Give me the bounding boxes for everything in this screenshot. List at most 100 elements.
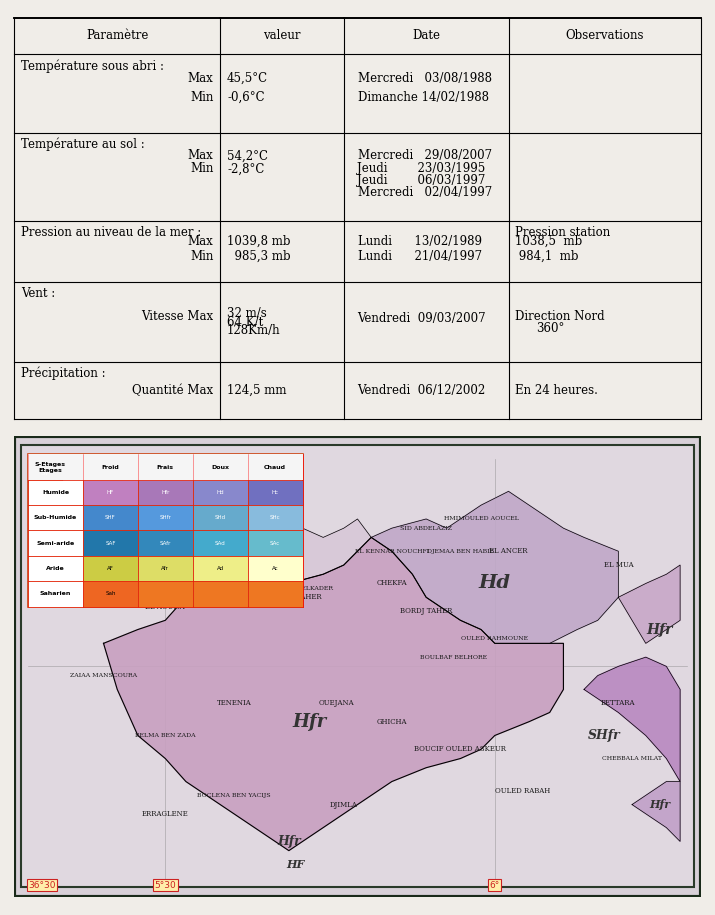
- Text: EMI ABDELKADER: EMI ABDELKADER: [272, 586, 333, 590]
- Text: Min: Min: [190, 250, 213, 263]
- Text: OULED RABAH: OULED RABAH: [495, 787, 550, 795]
- Text: Mercredi   02/04/1997: Mercredi 02/04/1997: [358, 186, 492, 199]
- Text: ZAIAA MANSCOURA: ZAIAA MANSCOURA: [70, 673, 137, 678]
- Text: Hfr: Hfr: [277, 834, 301, 848]
- Bar: [193, 531, 247, 555]
- Text: CHEBBALA MILAT: CHEBBALA MILAT: [602, 756, 662, 761]
- Text: Quantité Max: Quantité Max: [132, 383, 213, 397]
- Text: TENENIA: TENENIA: [217, 699, 252, 707]
- Text: 64 K/t: 64 K/t: [227, 316, 263, 328]
- Bar: [28, 531, 83, 555]
- Text: 985,3 mb: 985,3 mb: [227, 250, 291, 263]
- Text: Min: Min: [190, 162, 213, 176]
- Text: Hd: Hd: [479, 575, 511, 593]
- Text: Pression au niveau de la mer :: Pression au niveau de la mer :: [21, 226, 202, 239]
- Text: Hfr: Hfr: [646, 622, 673, 637]
- Text: SAF: SAF: [105, 541, 116, 545]
- Text: 37: 37: [41, 470, 49, 476]
- Text: ERRAGLENE: ERRAGLENE: [142, 810, 189, 818]
- Bar: [28, 455, 302, 479]
- Text: Direction Nord: Direction Nord: [516, 309, 605, 322]
- FancyBboxPatch shape: [21, 446, 694, 888]
- Text: HF: HF: [287, 859, 305, 870]
- Text: 32 m/s: 32 m/s: [227, 307, 267, 319]
- Text: 36°30: 36°30: [28, 880, 56, 889]
- FancyBboxPatch shape: [14, 436, 701, 897]
- Bar: [138, 531, 193, 555]
- Text: Sah: Sah: [105, 591, 116, 597]
- Text: -2,8°C: -2,8°C: [227, 162, 265, 176]
- Text: 5°30: 5°30: [154, 880, 176, 889]
- Text: Afr: Afr: [162, 566, 169, 571]
- Text: CHEKFA: CHEKFA: [377, 579, 407, 587]
- Text: 128Km/h: 128Km/h: [227, 324, 281, 338]
- Text: Précipitation :: Précipitation :: [21, 366, 106, 380]
- Text: Max: Max: [187, 235, 213, 248]
- Text: 360°: 360°: [536, 321, 564, 335]
- Text: EL AOUNA: EL AOUNA: [145, 602, 185, 610]
- Text: Température au sol :: Température au sol :: [21, 137, 145, 151]
- Text: S-Etages
Etages: S-Etages Etages: [34, 462, 66, 472]
- Text: SHc: SHc: [270, 515, 280, 521]
- Text: Vendredi  06/12/2002: Vendredi 06/12/2002: [358, 383, 485, 397]
- Text: Chaud: Chaud: [264, 465, 286, 469]
- Text: valeur: valeur: [263, 29, 301, 42]
- Text: Vendredi  09/03/2007: Vendredi 09/03/2007: [358, 311, 486, 325]
- Text: AF: AF: [107, 566, 114, 571]
- Text: Vent :: Vent :: [21, 287, 56, 300]
- Text: Jeudi        06/03/1997: Jeudi 06/03/1997: [358, 174, 486, 187]
- Bar: [28, 479, 83, 505]
- Text: Doux: Doux: [211, 465, 230, 469]
- Text: BETTARA: BETTARA: [601, 699, 636, 707]
- Text: Max: Max: [187, 149, 213, 163]
- Text: Ad: Ad: [217, 566, 224, 571]
- Polygon shape: [618, 565, 680, 643]
- Text: Min: Min: [190, 92, 213, 104]
- Text: En 24 heures.: En 24 heures.: [516, 383, 598, 397]
- Bar: [28, 464, 62, 482]
- Text: Date: Date: [412, 29, 440, 42]
- Polygon shape: [104, 537, 563, 851]
- Text: SHd: SHd: [214, 515, 226, 521]
- Text: 45,5°C: 45,5°C: [227, 72, 268, 85]
- Bar: [28, 555, 83, 581]
- Bar: [193, 581, 247, 607]
- Text: BELMA BEN ZADA: BELMA BEN ZADA: [135, 733, 196, 738]
- Text: Hfr: Hfr: [161, 490, 169, 495]
- Polygon shape: [632, 781, 680, 842]
- Bar: [247, 555, 302, 581]
- Text: EL ANCER: EL ANCER: [489, 547, 528, 555]
- Bar: [83, 505, 138, 531]
- Text: SHfr: SHfr: [588, 729, 621, 742]
- Text: Ac: Ac: [272, 566, 278, 571]
- Text: Pression station: Pression station: [516, 226, 611, 240]
- Bar: [247, 479, 302, 505]
- Text: SAd: SAd: [214, 541, 226, 545]
- Text: Paramètre: Paramètre: [86, 29, 149, 42]
- Polygon shape: [186, 519, 371, 584]
- Bar: [193, 505, 247, 531]
- Bar: [193, 555, 247, 581]
- Text: Hc: Hc: [246, 552, 277, 569]
- Text: Mercredi   03/08/1988: Mercredi 03/08/1988: [358, 72, 491, 85]
- Text: Humide: Humide: [42, 490, 69, 495]
- Text: Dimanche 14/02/1988: Dimanche 14/02/1988: [358, 92, 488, 104]
- Bar: [138, 479, 193, 505]
- Text: 124,5 mm: 124,5 mm: [227, 383, 287, 397]
- Bar: [247, 581, 302, 607]
- Text: Hfr: Hfr: [292, 713, 327, 731]
- Text: BORDJ TAHER: BORDJ TAHER: [400, 608, 453, 615]
- Bar: [28, 455, 302, 607]
- Text: Lundi      13/02/1989: Lundi 13/02/1989: [358, 235, 481, 248]
- Text: 984,1  mb: 984,1 mb: [516, 250, 579, 263]
- Text: Frais: Frais: [157, 465, 174, 469]
- Text: Vitesse Max: Vitesse Max: [142, 309, 213, 322]
- Text: Aride: Aride: [46, 566, 65, 571]
- Text: DJEMAA BEN HABIB: DJEMAA BEN HABIB: [427, 549, 494, 554]
- Text: Observations: Observations: [566, 29, 644, 42]
- Text: BOCLENA BEN YACIJS: BOCLENA BEN YACIJS: [197, 793, 271, 798]
- Text: 54,2°C: 54,2°C: [227, 149, 268, 163]
- Text: SAfr: SAfr: [159, 541, 171, 545]
- Text: SHF: SHF: [105, 515, 116, 521]
- Text: 1038,5  mb: 1038,5 mb: [516, 235, 583, 248]
